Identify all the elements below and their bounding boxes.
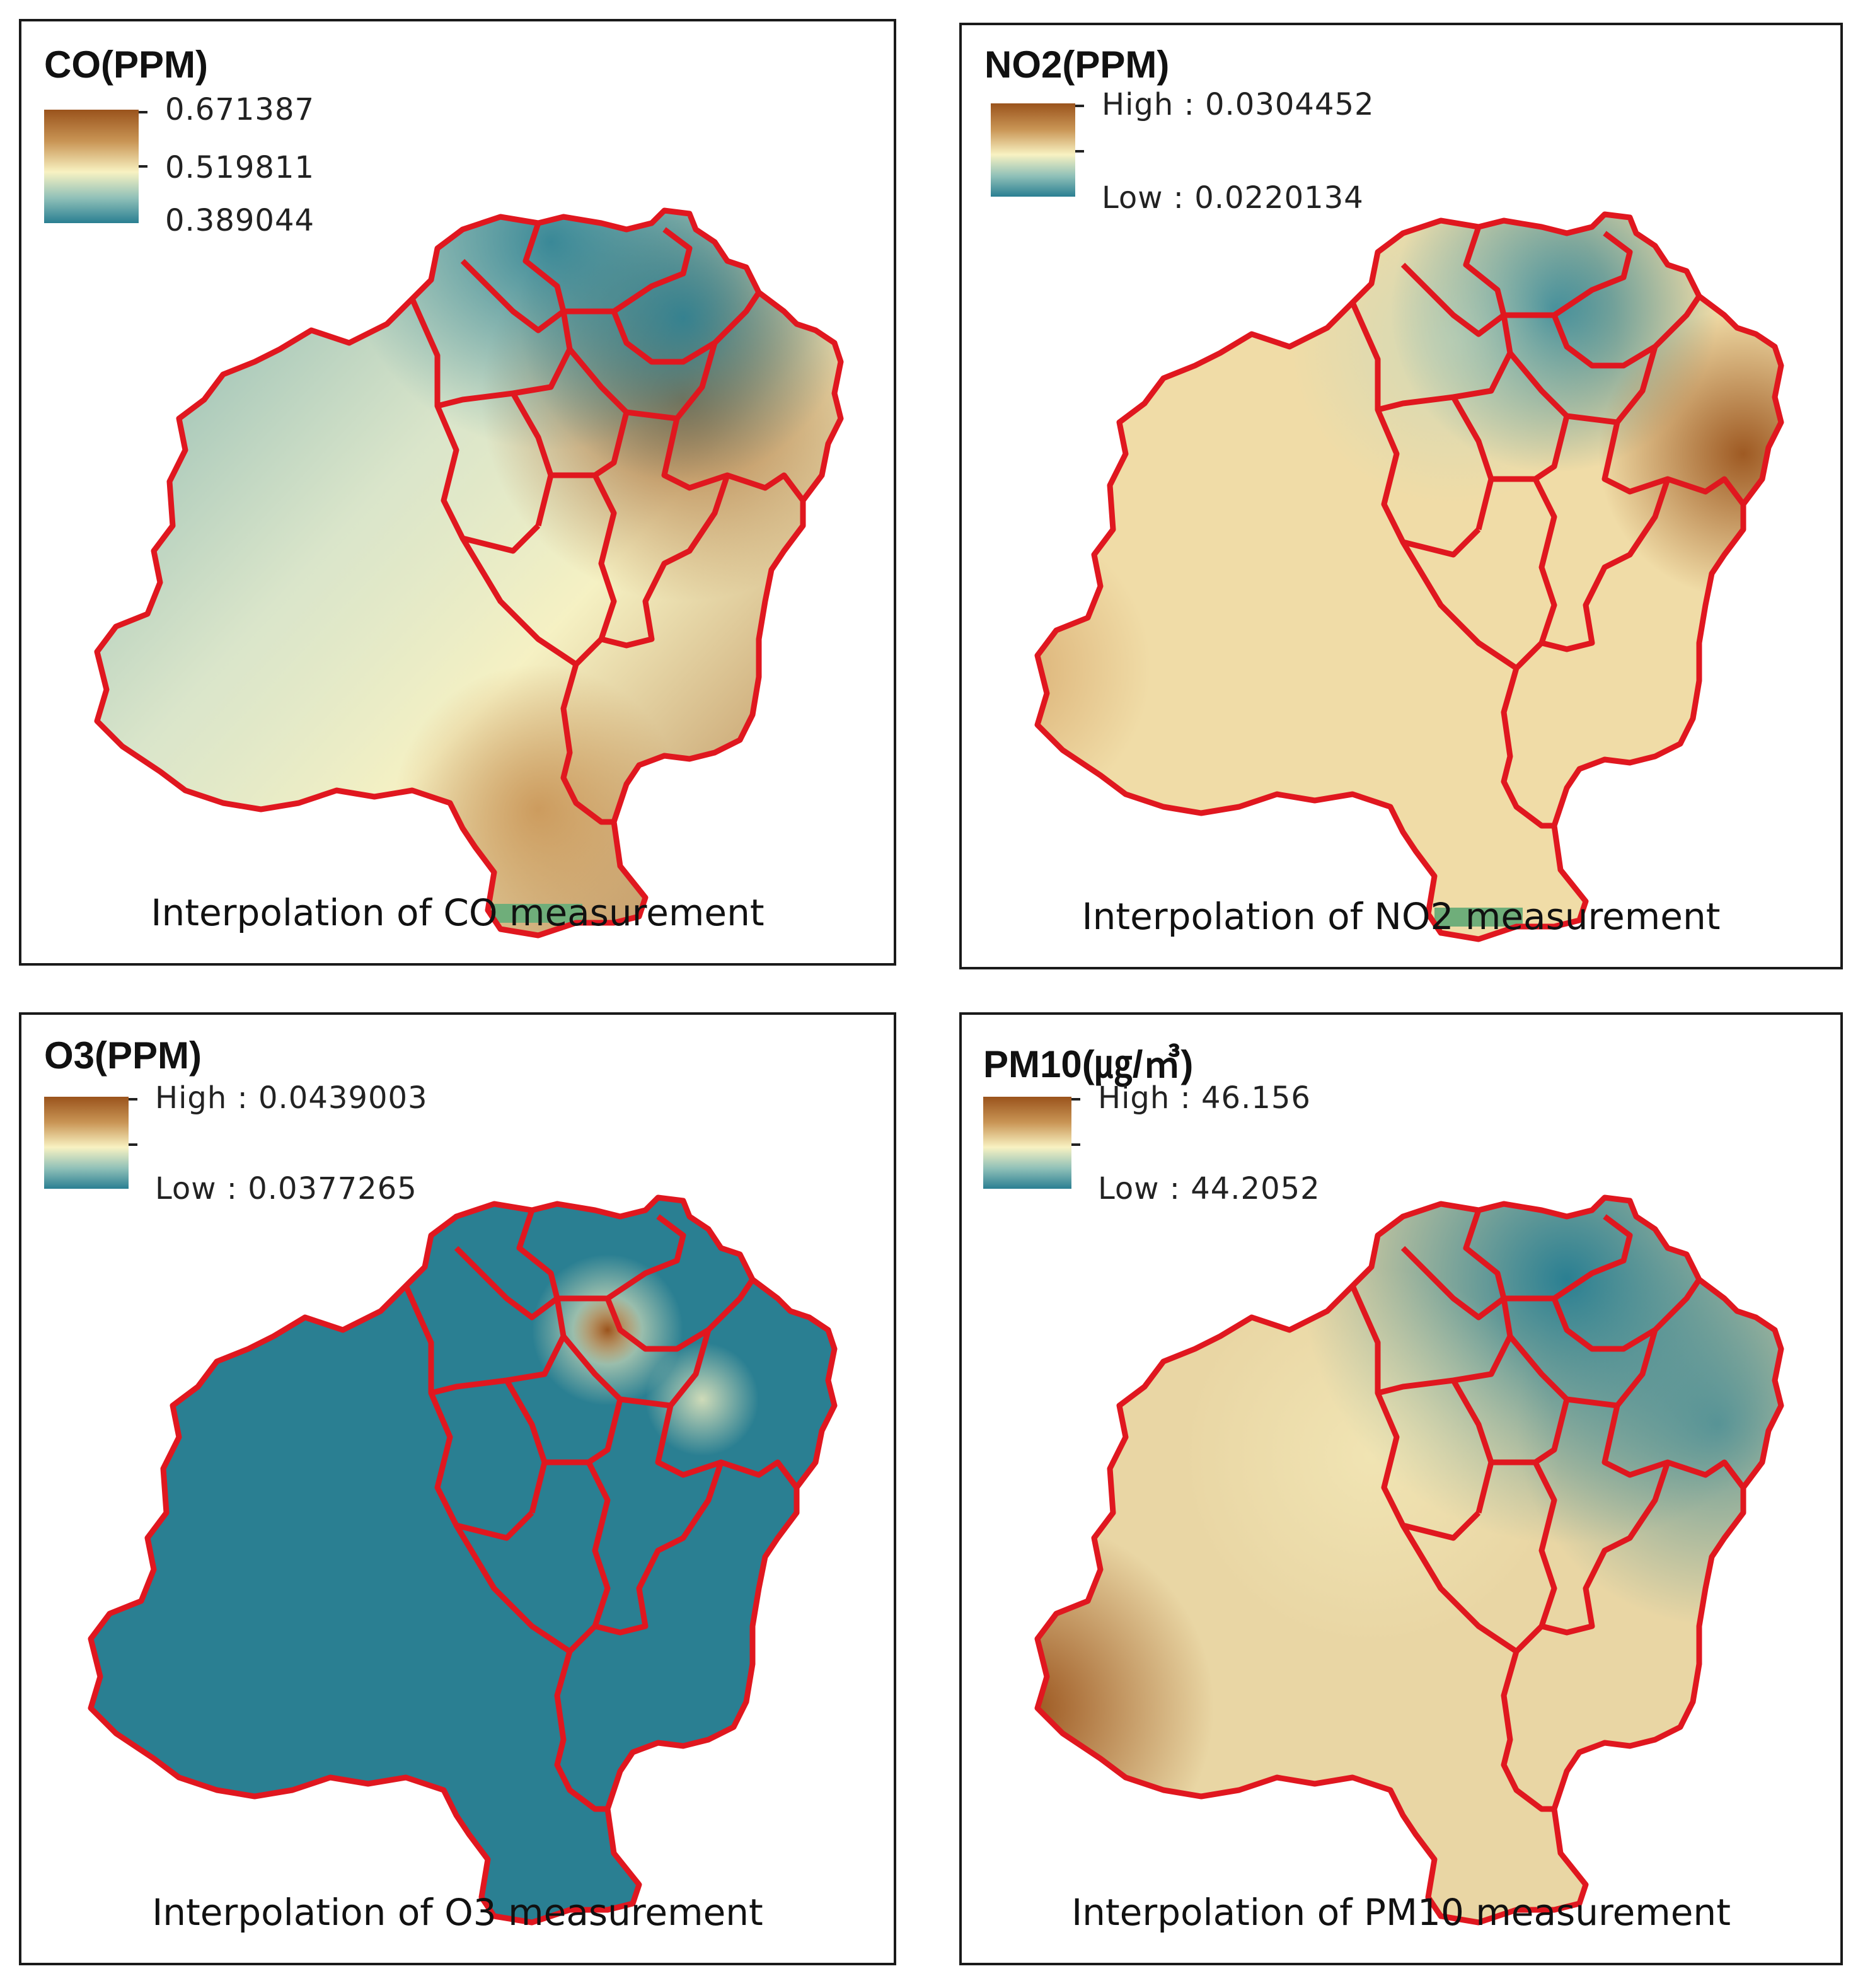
co-district-border — [551, 472, 617, 640]
no2-district-border — [1551, 294, 1702, 369]
no2-district-border — [1349, 301, 1481, 558]
co-district-boundaries — [94, 207, 844, 939]
co-caption: Interpolation of CO measurement — [151, 891, 765, 934]
o3-legend-title: O3(PPM) — [44, 1034, 202, 1077]
no2-region-outline — [1034, 211, 1784, 942]
no2-district-border — [1400, 226, 1507, 337]
o3-district-border — [594, 1461, 724, 1636]
pm10-district-border — [1508, 1329, 1658, 1409]
o3-district-border — [454, 1209, 560, 1321]
pm10-surface — [1037, 1198, 1781, 1922]
co-district-border — [563, 227, 693, 315]
o3-legend-tick-high — [129, 1098, 137, 1101]
no2-district-boundaries — [1034, 211, 1784, 942]
co-district-border — [460, 222, 567, 333]
o3-district-border — [430, 1298, 567, 1396]
pm10-interpolation-map — [1034, 1194, 1784, 1926]
co-district-border — [436, 311, 573, 409]
co-legend-color-ramp — [44, 110, 139, 223]
pm10-legend-low-value: Low : 44.2052 — [1098, 1171, 1320, 1206]
co-district-border — [511, 391, 554, 527]
o3-legend-low-value: Low : 0.0377265 — [155, 1171, 417, 1206]
no2-district-border — [1376, 315, 1513, 413]
o3-region-outline — [88, 1194, 838, 1926]
pm10-district-border — [1504, 1214, 1633, 1302]
pm10-district-border — [1400, 1209, 1507, 1321]
co-legend-low-value: 0.389044 — [165, 203, 315, 238]
co-legend-tick-mid — [139, 165, 147, 168]
co-interpolation-map — [94, 207, 844, 939]
o3-district-border — [403, 1285, 534, 1541]
no2-interpolation-map — [1034, 211, 1784, 942]
co-district-border — [600, 474, 730, 649]
o3-caption: Interpolation of O3 measurement — [152, 1891, 763, 1934]
co-district-border — [560, 637, 614, 825]
no2-legend-tick-mid — [1075, 150, 1084, 153]
co-legend-tick-high — [139, 111, 147, 113]
o3-district-boundaries — [88, 1194, 838, 1926]
o3-district-border — [554, 1624, 608, 1812]
pm10-district-boundaries — [1034, 1194, 1784, 1926]
no2-district-border — [1491, 476, 1557, 644]
o3-district-border — [545, 1459, 611, 1627]
co-district-border — [460, 536, 578, 667]
pm10-legend-color-ramp — [983, 1097, 1071, 1189]
o3-district-border — [504, 1378, 548, 1514]
co-district-border — [611, 291, 761, 365]
pm10-district-border — [1376, 1298, 1513, 1396]
o3-legend-color-ramp — [44, 1097, 129, 1189]
co-district-border — [593, 411, 630, 478]
co-legend-title: CO(PPM) — [44, 43, 208, 86]
o3-map-panel: O3(PPM) High : 0.0439003 Low : 0.0377265… — [19, 1012, 896, 1965]
o3-legend-tick-mid — [129, 1143, 137, 1146]
co-district-border — [409, 298, 541, 554]
no2-district-border — [1533, 415, 1570, 482]
no2-district-border — [1451, 395, 1494, 531]
pm10-district-border — [1491, 1459, 1557, 1627]
co-district-border — [567, 342, 718, 422]
pm10-district-border — [1349, 1285, 1481, 1541]
co-edge-patch — [494, 904, 582, 923]
pm10-district-border — [1400, 1523, 1518, 1654]
no2-legend-tick-high — [1075, 105, 1084, 107]
o3-district-border — [587, 1398, 623, 1465]
pm10-legend-tick-high — [1071, 1098, 1080, 1101]
o3-interpolation-map — [88, 1194, 838, 1926]
pm10-district-border — [1501, 1624, 1554, 1812]
no2-district-border — [1400, 540, 1518, 671]
pm10-district-border — [1551, 1278, 1702, 1352]
pm10-caption: Interpolation of PM10 measurement — [1071, 1891, 1731, 1934]
no2-edge-patch — [1434, 908, 1523, 927]
pm10-district-border — [1533, 1398, 1570, 1465]
co-legend-high-value: 0.671387 — [165, 92, 315, 127]
o3-district-border — [604, 1278, 755, 1352]
pm10-legend-tick-mid — [1071, 1143, 1080, 1146]
co-legend-mid-value: 0.519811 — [165, 150, 315, 185]
pm10-legend-title: PM10(㎍/㎥) — [983, 1043, 1194, 1085]
pm10-surface-layer — [1037, 1198, 1781, 1922]
no2-legend-title: NO2(PPM) — [984, 43, 1170, 86]
no2-caption: Interpolation of NO2 measurement — [1082, 895, 1721, 938]
o3-district-border — [557, 1214, 686, 1302]
no2-legend-high-value: High : 0.0304452 — [1102, 87, 1375, 122]
pm10-legend-high-value: High : 46.156 — [1098, 1080, 1311, 1116]
pm10-region-outline — [1034, 1194, 1784, 1926]
co-map-panel: CO(PPM) 0.671387 0.519811 0.389044 Inter… — [19, 19, 896, 966]
no2-district-border — [1508, 345, 1658, 425]
o3-district-border — [454, 1523, 572, 1654]
co-region-outline — [94, 207, 844, 939]
pm10-district-border — [1540, 1461, 1671, 1636]
no2-legend-low-value: Low : 0.0220134 — [1102, 180, 1364, 216]
pm10-district-border — [1451, 1378, 1494, 1514]
no2-district-border — [1504, 231, 1633, 318]
no2-map-panel: NO2(PPM) High : 0.0304452 Low : 0.022013… — [959, 23, 1843, 969]
o3-district-border — [561, 1329, 712, 1409]
o3-legend-high-value: High : 0.0439003 — [155, 1080, 428, 1116]
no2-district-border — [1501, 640, 1554, 829]
pm10-map-panel: PM10(㎍/㎥) High : 46.156 Low : 44.2052 In… — [959, 1012, 1843, 1965]
no2-legend-color-ramp — [991, 103, 1075, 197]
no2-district-border — [1540, 478, 1671, 652]
